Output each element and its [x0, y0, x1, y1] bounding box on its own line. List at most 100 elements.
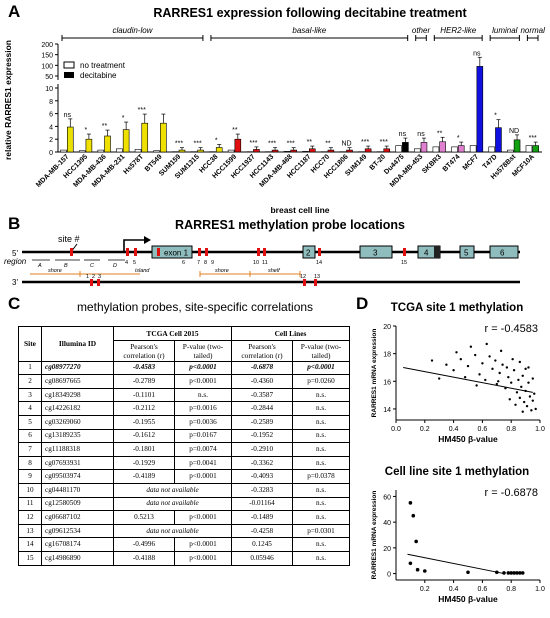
- bar-no-treatment: [227, 149, 235, 153]
- bar-decitabine: [178, 149, 186, 153]
- data-point: [415, 567, 420, 572]
- table-cell: -0.4188: [113, 550, 175, 566]
- data-point: [423, 569, 427, 573]
- y-tick-label: 14: [383, 407, 391, 414]
- table-cell: p=0.0301: [292, 523, 350, 539]
- x-tick-label: 1.0: [535, 586, 545, 593]
- significance-label: ***: [194, 141, 202, 148]
- significance-label: *: [494, 113, 497, 120]
- bar-no-treatment: [153, 150, 160, 153]
- table-cell: n.s.: [292, 387, 350, 403]
- data-point: [518, 396, 522, 400]
- data-point: [524, 367, 527, 371]
- table-cell: cg14986890: [41, 550, 114, 566]
- table-cell: cg07693931: [41, 455, 114, 471]
- svg-text:C: C: [90, 263, 94, 269]
- bar-decitabine: [457, 145, 465, 153]
- data-point: [488, 355, 491, 358]
- table-cell: data not available: [113, 482, 232, 498]
- significance-label: ***: [529, 135, 537, 142]
- svg-text:2: 2: [92, 274, 95, 280]
- table-cell: 5: [18, 414, 42, 430]
- y-tick-label: 18: [383, 352, 391, 359]
- bar-decitabine: [495, 127, 502, 153]
- panel-a-letter: A: [8, 2, 21, 21]
- bar-decitabine: [327, 149, 335, 153]
- data-point: [455, 351, 458, 354]
- data-point: [414, 539, 418, 544]
- table-cell: 12: [18, 510, 42, 525]
- x-tick-label: 0.4: [449, 586, 459, 593]
- data-point: [509, 571, 513, 575]
- significance-label: *: [457, 135, 460, 142]
- bar-no-treatment: [507, 149, 514, 153]
- table-cell: -0.1489: [231, 510, 293, 525]
- significance-label: **: [232, 127, 238, 134]
- data-point: [520, 571, 525, 575]
- bar-no-treatment: [469, 145, 477, 153]
- bar-decitabine: [141, 122, 149, 153]
- bar-no-treatment: [116, 148, 123, 153]
- y-tick-label: 16: [383, 379, 391, 386]
- data-point: [408, 501, 413, 505]
- data-point: [506, 571, 511, 575]
- y-axis-label: relative RARRES1 expression: [3, 40, 13, 160]
- table-cell: -0.4189: [113, 469, 175, 484]
- significance-label: ***: [175, 141, 183, 148]
- table-cell: 0.05946: [231, 550, 293, 566]
- bar-no-treatment: [525, 145, 533, 153]
- data-point: [508, 398, 511, 401]
- r-value-label: r = -0.4583: [484, 323, 538, 335]
- table-cell: -0.2589: [231, 414, 293, 430]
- bar-no-treatment: [134, 149, 142, 153]
- correlation-table: Site Illumina ID TCGA Cell 2015 Cell Lin…: [18, 326, 350, 566]
- bar-no-treatment: [488, 146, 496, 153]
- legend-swatch-decitabine: [64, 72, 74, 78]
- table-cell: -0.2844: [231, 401, 293, 416]
- significance-label: ***: [361, 139, 369, 146]
- x-tick-label: 0.4: [449, 426, 459, 433]
- panel-b-letter: B: [8, 214, 21, 233]
- svg-text:13: 13: [314, 274, 320, 280]
- exon-1: [151, 245, 193, 259]
- y-tick-label: 0: [49, 150, 53, 157]
- bar-decitabine: [364, 148, 372, 153]
- y-tick-label: 2: [49, 137, 53, 144]
- data-point: [530, 409, 533, 412]
- data-point: [475, 384, 478, 387]
- exon-3-label: 3: [373, 249, 378, 258]
- legend-label-decitabine: decitabine: [80, 71, 117, 80]
- data-point: [512, 369, 516, 372]
- table-cell: cg12580509: [41, 496, 114, 512]
- table-cell: p<0.0001: [174, 374, 232, 389]
- table-cell: -0.1955: [113, 414, 175, 430]
- y-tick-label: 200: [41, 42, 53, 49]
- table-cell: cg11188318: [41, 442, 114, 457]
- table-row: 5 cg03269060 -0.1955 p=0.0036 -0.2589 n.s.: [18, 414, 350, 430]
- exon-2: [302, 245, 316, 259]
- category-label: T47D: [482, 153, 499, 170]
- table-row: 6 cg13189235 -0.1612 p=0.0167 -0.1952 n.s.: [18, 428, 350, 444]
- panel-a-bar-chart: relative RARRES1 expression 2001501005010…: [3, 26, 545, 215]
- table-cell: 8: [18, 455, 42, 471]
- y-axis-label: RARRES1 mRNA expression: [371, 491, 378, 580]
- table-cell: cg13189235: [41, 428, 114, 444]
- table-row: 13 cg09612534 data not available -0.4258 p=0…: [18, 523, 350, 539]
- x-tick-label: 0.8: [506, 586, 516, 593]
- table-row: 2 cg08697665 -0.2789 p<0.0001 -0.4360 p=0.026…: [18, 374, 350, 389]
- table-row: 10 cg04481170 data not available -0.3283 n.s…: [18, 482, 350, 498]
- significance-label: ND: [341, 141, 351, 148]
- table-cell: 11: [18, 496, 42, 512]
- x-tick-label: 0.6: [478, 586, 488, 593]
- data-point: [466, 364, 470, 368]
- table-cell: -0.3283: [231, 482, 293, 498]
- header-illumina: Illumina ID: [41, 326, 114, 362]
- svg-text:12: 12: [300, 274, 306, 280]
- significance-label: **: [325, 141, 331, 148]
- table-cell: 4: [18, 401, 42, 416]
- table-row: 9 cg09503974 -0.4189 p<0.0001 -0.4093 p=0.037…: [18, 469, 350, 484]
- bar-decitabine: [346, 149, 353, 153]
- x-tick-label: 0.6: [478, 426, 488, 433]
- svg-text:D: D: [113, 263, 117, 269]
- table-cell: p<0.0001: [292, 360, 350, 376]
